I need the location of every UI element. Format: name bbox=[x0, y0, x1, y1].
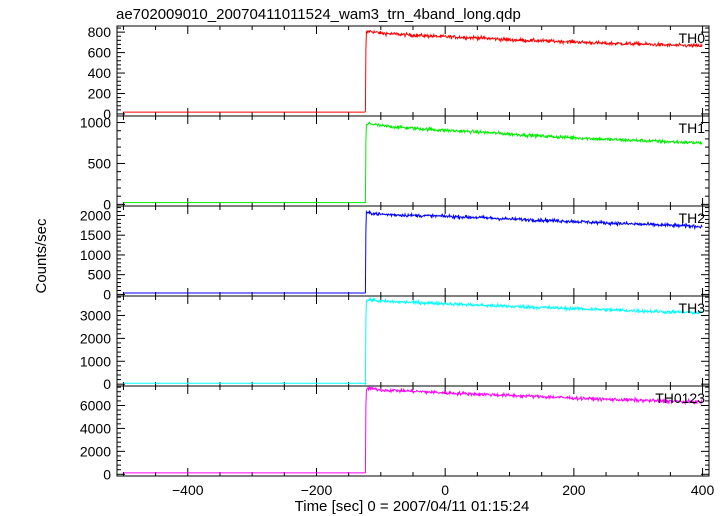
y-tick-label: 1000 bbox=[80, 353, 111, 369]
panel-label-th3: TH3 bbox=[679, 300, 706, 316]
series-line-th0123 bbox=[123, 385, 703, 474]
y-tick-label: 0 bbox=[103, 286, 111, 302]
y-tick-label: 1000 bbox=[80, 247, 111, 263]
series-line-th1 bbox=[123, 121, 703, 204]
panel-frame bbox=[116, 25, 710, 117]
x-tick-label: 200 bbox=[562, 482, 586, 498]
y-tick-label: 0 bbox=[103, 466, 111, 482]
panel-frame bbox=[116, 205, 710, 297]
y-tick-label: 500 bbox=[88, 267, 112, 283]
x-tick-label: −200 bbox=[301, 482, 333, 498]
panel-label-th0123: TH0123 bbox=[655, 390, 705, 406]
series-line-th0 bbox=[123, 29, 703, 113]
panel-th3: 0 1000 2000 3000 TH3 bbox=[80, 295, 710, 392]
y-tick-label: 2000 bbox=[80, 443, 111, 459]
series-line-th2 bbox=[123, 209, 703, 294]
x-tick-label: 0 bbox=[441, 482, 449, 498]
y-tick-label: 400 bbox=[88, 65, 112, 81]
page-title: ae702009010_20070411011524_wam3_trn_4ban… bbox=[116, 6, 521, 23]
y-tick-label: 0 bbox=[103, 376, 111, 392]
y-tick-label: 200 bbox=[88, 86, 112, 102]
y-axis-title: Counts/sec bbox=[33, 218, 50, 294]
y-tick-label: 0 bbox=[103, 196, 111, 212]
y-tick-label: 500 bbox=[88, 155, 112, 171]
series-line-th3 bbox=[123, 297, 703, 385]
y-tick-label: 6000 bbox=[80, 397, 111, 413]
panel-th0: 0 200 400 600 800 TH0 bbox=[88, 24, 710, 122]
y-tick-label: 1000 bbox=[80, 115, 111, 131]
y-tick-label: 3000 bbox=[80, 307, 111, 323]
panel-stack: 0 200 400 600 800 TH0 0 500 1000 TH1 0 500 1000 1500 2… bbox=[80, 24, 710, 482]
panel-label-th0: TH0 bbox=[679, 30, 706, 46]
panel-th2: 0 500 1000 1500 2000 TH2 bbox=[80, 205, 710, 302]
panel-frame bbox=[116, 385, 710, 477]
y-tick-label: 4000 bbox=[80, 420, 111, 436]
y-tick-label: 2000 bbox=[80, 207, 111, 223]
panel-th1: 0 500 1000 TH1 bbox=[80, 115, 710, 212]
y-tick-label: 0 bbox=[103, 106, 111, 122]
y-tick-label: 800 bbox=[88, 24, 112, 40]
y-tick-label: 600 bbox=[88, 45, 112, 61]
panel-label-th1: TH1 bbox=[679, 120, 706, 136]
x-tick-label: 400 bbox=[691, 482, 715, 498]
panel-label-th2: TH2 bbox=[679, 210, 706, 226]
x-axis-tick-labels: −400 −200 0 200 400 bbox=[172, 482, 714, 498]
x-axis-title: Time [sec] 0 = 2007/04/11 01:15:24 bbox=[295, 498, 530, 515]
panel-th0123: 0 2000 4000 6000 TH0123 bbox=[80, 385, 710, 482]
y-tick-label: 1500 bbox=[80, 227, 111, 243]
y-tick-label: 2000 bbox=[80, 330, 111, 346]
x-tick-label: −400 bbox=[172, 482, 204, 498]
